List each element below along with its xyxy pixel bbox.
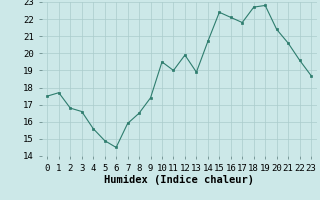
X-axis label: Humidex (Indice chaleur): Humidex (Indice chaleur): [104, 175, 254, 185]
